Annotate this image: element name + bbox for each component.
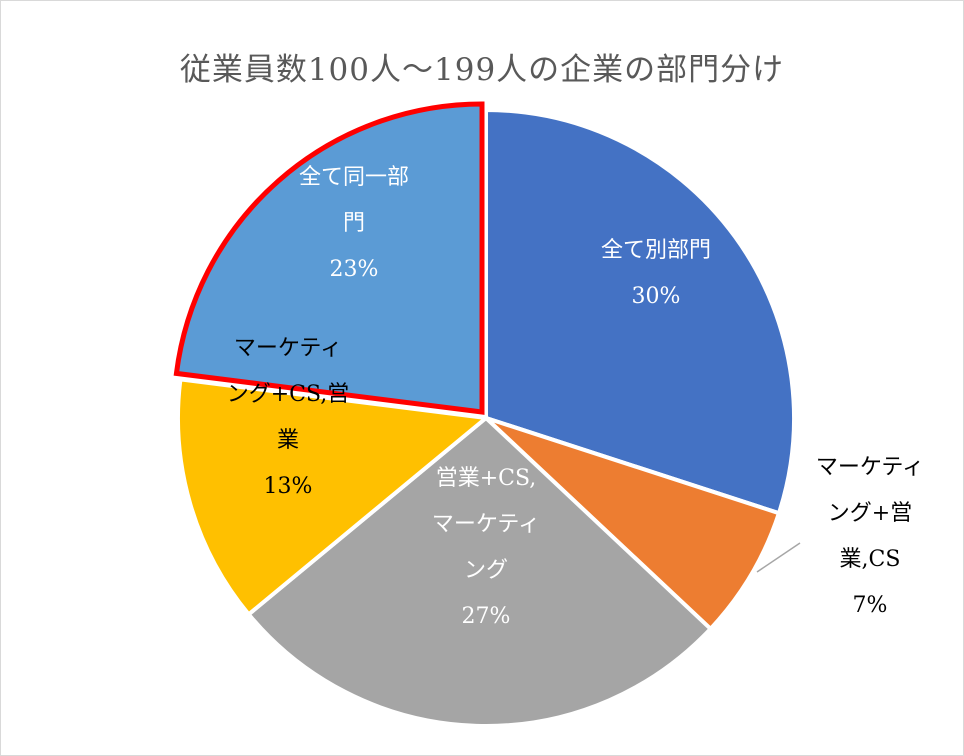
- data-label-value: 30%: [632, 284, 681, 309]
- highlight-outline: [173, 101, 485, 415]
- pie-slice: [246, 416, 713, 728]
- data-label-category: 門: [343, 211, 365, 236]
- data-label: 全て別部門 30%: [601, 238, 711, 309]
- pie-slice: [176, 377, 488, 617]
- data-label: マーケティング+CS,営業 13%: [227, 336, 350, 499]
- pie-slice: [484, 416, 781, 631]
- data-label: マーケティング+営業,CS 7%: [816, 455, 924, 618]
- data-label-category: 業,CS: [840, 547, 901, 572]
- data-label-category: 全て別部門: [601, 238, 711, 263]
- data-label-category: ング+CS,営: [227, 382, 350, 407]
- pie-slice: [484, 108, 796, 516]
- data-label: 営業+CS, マーケティング 27%: [432, 466, 540, 629]
- data-label: 全て同一部門 23%: [299, 165, 409, 282]
- data-label-value: 13%: [264, 474, 313, 499]
- chart-title: 従業員数100人～199人の企業の部門分け: [179, 52, 785, 88]
- data-label-value: 7%: [853, 593, 888, 618]
- data-label-value: 27%: [462, 604, 511, 629]
- data-label-category: 営業+CS,: [436, 466, 537, 491]
- data-label-category: ング: [464, 558, 508, 583]
- data-label-category: ング+営: [828, 501, 912, 526]
- data-label-category: 全て同一部: [299, 165, 409, 190]
- data-label-value: 23%: [330, 257, 379, 282]
- leader-line: [756, 542, 801, 573]
- data-label-category: マーケティ: [816, 455, 924, 480]
- data-label-category: マーケティ: [234, 336, 342, 361]
- data-label-category: マーケティ: [432, 512, 540, 537]
- data-label-category: 業: [277, 428, 299, 453]
